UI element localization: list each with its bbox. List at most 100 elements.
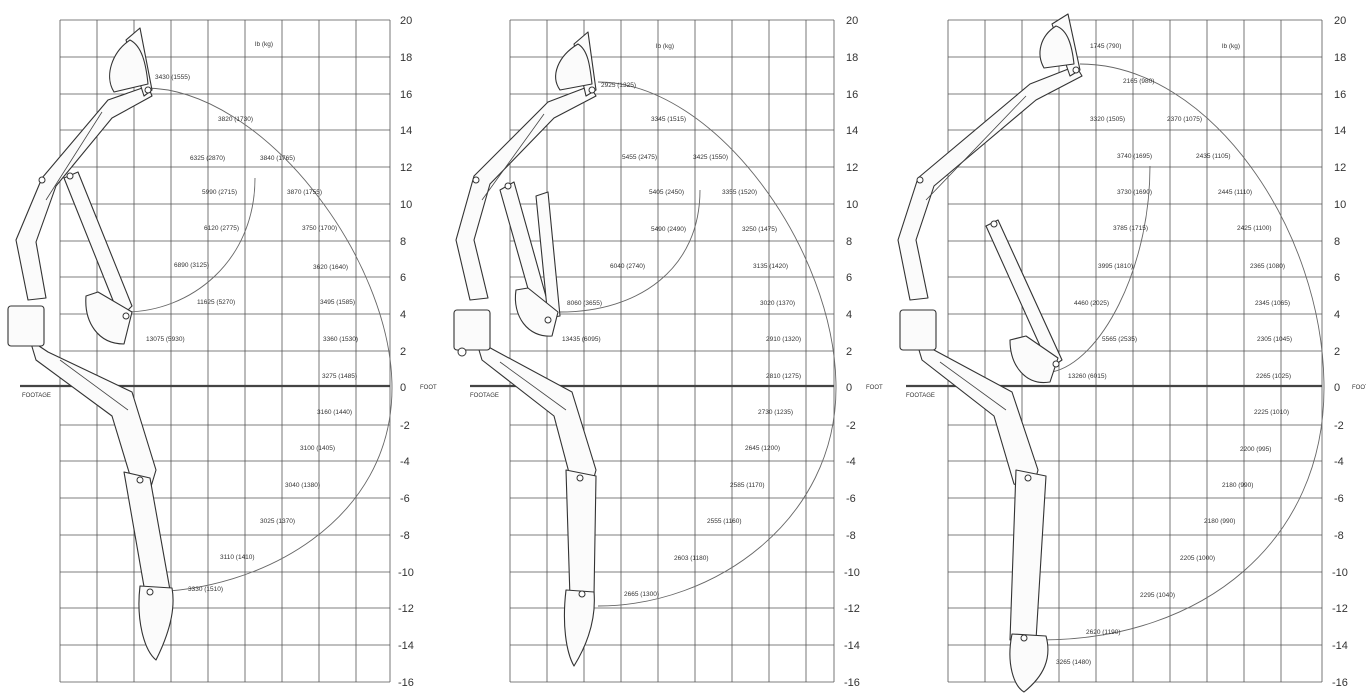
pin (1020, 634, 1028, 642)
load-label: 2425 (1100) (1237, 225, 1272, 232)
load-label: 2295 (1040) (1140, 592, 1175, 599)
load-labels-middle: 2925 (1325) 3345 (1515) 5455 (2475) 3425… (562, 82, 801, 598)
boom-raised (897, 65, 1083, 301)
tick-label: 6 (1334, 272, 1340, 284)
tick-label: -14 (398, 640, 414, 652)
load-label: 3110 (1410) (220, 554, 255, 561)
load-label: 2603 (1180) (674, 555, 709, 562)
bucket-lowered (563, 589, 595, 667)
bucket-lowered (1009, 633, 1049, 693)
load-label: 3040 (1380) (285, 482, 320, 489)
excavator-left (7, 27, 174, 661)
tick-label: -6 (400, 493, 410, 505)
tick-label: 10 (400, 199, 412, 211)
pin (146, 588, 154, 596)
tick-label: 16 (400, 89, 412, 101)
load-label: 2435 (1105) (1196, 153, 1231, 160)
tick-label: 14 (1334, 125, 1346, 137)
bucket-raised (1039, 25, 1075, 69)
tick-label: -6 (1334, 493, 1344, 505)
pin (504, 182, 512, 190)
bucket-raised (109, 39, 149, 93)
max-lift-arc-middle (559, 189, 701, 313)
bucket-tucked (514, 287, 559, 337)
load-label: 3160 (1440) (317, 409, 352, 416)
load-label: 2665 (1300) (624, 591, 659, 598)
cab (899, 309, 937, 351)
tick-label: 20 (846, 15, 858, 27)
tick-label: 8 (846, 236, 852, 248)
bucket-tucked (85, 291, 133, 345)
tick-label: -12 (844, 603, 860, 615)
cab (453, 309, 491, 351)
arm-tucked-2 (535, 191, 561, 319)
cab (7, 305, 45, 347)
tick-labels-left: 20 18 16 14 12 10 8 6 4 2 0 -2 -4 -6 -8 … (22, 15, 437, 689)
load-label: 5990 (2715) (202, 189, 237, 196)
tick-label: -6 (846, 493, 856, 505)
pin (916, 176, 924, 184)
tick-label: -14 (844, 640, 860, 652)
load-label: 2645 (1200) (745, 445, 780, 452)
load-label: 2730 (1235) (758, 409, 793, 416)
tick-label: -8 (846, 530, 856, 542)
load-label: 3275 (1485) (322, 373, 357, 380)
cylinder (925, 95, 1027, 201)
cylinder (499, 361, 567, 411)
load-label: 2445 (1110) (1218, 189, 1252, 196)
pin (66, 172, 74, 180)
load-label: 5565 (2535) (1102, 336, 1137, 343)
load-label: 2165 (980) (1123, 78, 1154, 85)
arm-tucked (63, 171, 133, 319)
load-label: 3265 (1480) (1056, 659, 1091, 666)
max-lift-arc-left (124, 177, 256, 313)
load-label: 13435 (6095) (562, 336, 601, 343)
load-label: 3620 (1640) (313, 264, 348, 271)
tick-label: 2 (846, 346, 852, 358)
load-label: 2265 (1025) (1256, 373, 1291, 380)
tick-label: -10 (398, 567, 414, 579)
tick-label: 4 (846, 309, 852, 321)
boom-lowered (475, 339, 597, 493)
load-label: 2810 (1275) (766, 373, 801, 380)
load-label: 2305 (1045) (1257, 336, 1292, 343)
pin (578, 590, 586, 598)
axis-unit-label: FOOT (1352, 385, 1366, 391)
bucket-lowered (138, 585, 174, 661)
load-label: 3750 (1700) (302, 225, 337, 232)
load-label: 3135 (1420) (753, 263, 788, 270)
load-label: 3495 (1585) (320, 299, 355, 306)
load-label: 2910 (1320) (766, 336, 801, 343)
reach-arc-right (1039, 63, 1325, 641)
load-label: 2205 (1000) (1180, 555, 1215, 562)
load-label: 2365 (1080) (1250, 263, 1285, 270)
tick-label: -8 (400, 530, 410, 542)
excavator-right (897, 13, 1083, 693)
tick-label: 16 (846, 89, 858, 101)
pin (472, 176, 480, 184)
load-label: 3430 (1555) (155, 74, 190, 81)
pin (544, 316, 552, 324)
tick-label: -16 (398, 677, 414, 689)
load-label: 3740 (1695) (1117, 153, 1152, 160)
load-label: 3025 (1370) (260, 518, 295, 525)
tick-label: 12 (846, 162, 858, 174)
tick-label: 20 (1334, 15, 1346, 27)
pin (136, 476, 144, 484)
cylinder (939, 361, 1007, 411)
tick-label: 8 (1334, 236, 1340, 248)
load-label: 5455 (2475) (622, 154, 657, 161)
pin (457, 347, 467, 357)
grid-left (20, 19, 391, 683)
load-label: 1745 (790) (1090, 43, 1121, 50)
tick-label: 8 (400, 236, 406, 248)
unit-label: lb (kg) (1222, 43, 1240, 50)
load-label: 11625 (5270) (197, 299, 235, 306)
load-label: 3360 (1530) (323, 336, 358, 343)
arm-lowered (1009, 469, 1047, 641)
tick-labels-right: 20 18 16 14 12 10 8 6 4 2 0 -2 -4 -6 -8 … (906, 15, 1366, 689)
load-label: 3355 (1520) (722, 189, 757, 196)
cylinder (481, 113, 545, 201)
axis-unit-label: FOOT (420, 385, 437, 391)
cylinder (59, 359, 129, 411)
